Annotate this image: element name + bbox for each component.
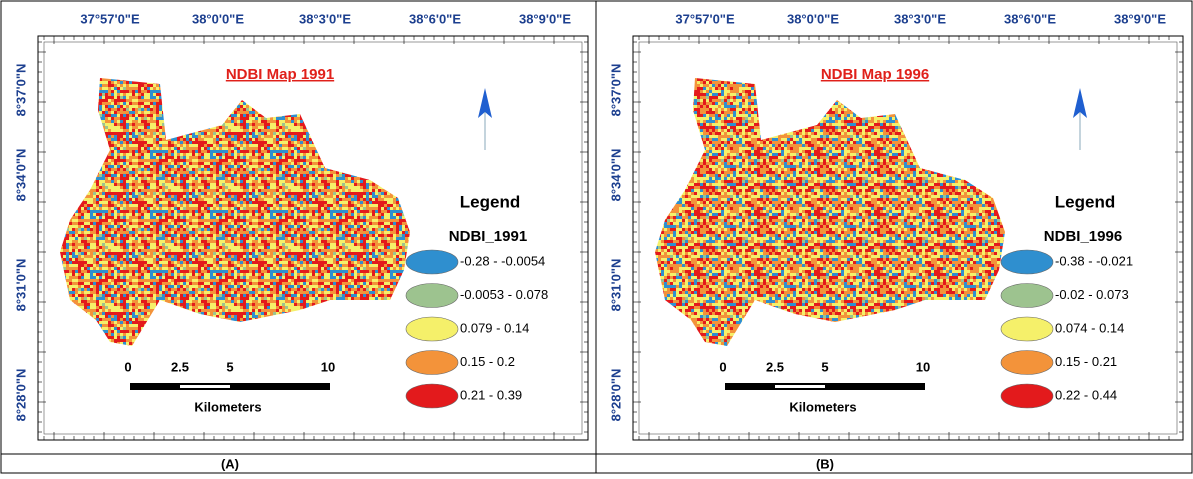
panel: 37°57'0"E 38°0'0"E 38°3'0"E 38°6'0"E 38°9'0"… — [13, 11, 589, 471]
legend-title: Legend — [460, 192, 520, 211]
legend-label: -0.38 - -0.021 — [1055, 253, 1133, 268]
y-coordinate-label: 8°28'0"N — [13, 369, 28, 422]
legend-swatch — [405, 316, 459, 342]
y-coordinate-label: 8°31'0"N — [13, 259, 28, 312]
scale-unit: Kilometers — [194, 399, 261, 414]
x-coordinate-label: 38°9'0"E — [519, 11, 571, 26]
x-coordinate-label: 38°3'0"E — [894, 11, 946, 26]
scale-label: 2.5 — [171, 359, 189, 374]
scale-label: 10 — [321, 359, 335, 374]
scale-label: 5 — [226, 359, 233, 374]
legend-label: -0.02 - 0.073 — [1055, 287, 1129, 302]
legend-swatch — [405, 350, 459, 375]
y-coordinate-label: 8°31'0"N — [608, 259, 623, 312]
legend-swatch — [1000, 316, 1054, 342]
panel: 37°57'0"E 38°0'0"E 38°3'0"E 38°6'0"E 38°9'0"… — [608, 11, 1184, 471]
legend-title: Legend — [1055, 192, 1115, 211]
x-coordinate-label: 37°57'0"E — [80, 11, 140, 26]
y-coordinate-label: 8°34'0"N — [608, 149, 623, 202]
map-inner-frame — [43, 41, 583, 435]
legend-swatch — [1000, 383, 1054, 409]
legend-label: 0.21 - 0.39 — [460, 387, 522, 402]
legend-label: 0.22 - 0.44 — [1055, 387, 1117, 402]
x-coordinate-label: 38°0'0"E — [192, 11, 244, 26]
map-title: NDBI Map 1996 — [821, 66, 929, 83]
y-coordinate-label: 8°34'0"N — [13, 149, 28, 202]
panel-caption: (A) — [221, 456, 239, 471]
x-coordinate-label: 38°9'0"E — [1114, 11, 1166, 26]
study-area — [655, 78, 1005, 346]
scale-label: 0 — [124, 359, 131, 374]
legend-swatch — [405, 383, 459, 409]
legend-swatch — [405, 283, 459, 308]
scale-bar-segment — [180, 385, 230, 388]
x-coordinate-label: 38°0'0"E — [787, 11, 839, 26]
study-area — [60, 78, 410, 346]
map-frame — [632, 35, 1184, 441]
legend-label: 0.079 - 0.14 — [460, 320, 529, 335]
y-coordinate-label: 8°37'0"N — [608, 64, 623, 117]
north-arrow — [478, 88, 492, 118]
scale-label: 5 — [821, 359, 828, 374]
x-coordinate-label: 38°6'0"E — [409, 11, 461, 26]
legend-swatch — [1000, 249, 1054, 275]
map-title: NDBI Map 1991 — [226, 66, 334, 83]
legend-label: -0.0053 - 0.078 — [460, 287, 548, 302]
map-inner-frame — [638, 41, 1178, 435]
x-coordinate-label: 37°57'0"E — [675, 11, 735, 26]
x-coordinate-label: 38°6'0"E — [1004, 11, 1056, 26]
legend-label: 0.15 - 0.21 — [1055, 354, 1117, 369]
legend-swatch — [1000, 283, 1054, 308]
y-coordinate-label: 8°37'0"N — [13, 64, 28, 117]
legend-swatch — [405, 249, 459, 275]
legend-swatch — [1000, 350, 1054, 375]
scale-unit: Kilometers — [789, 399, 856, 414]
legend-label: 0.15 - 0.2 — [460, 354, 515, 369]
scale-label: 2.5 — [766, 359, 784, 374]
legend-label: 0.074 - 0.14 — [1055, 320, 1124, 335]
x-coordinate-label: 38°3'0"E — [299, 11, 351, 26]
scale-label: 0 — [719, 359, 726, 374]
y-coordinate-label: 8°28'0"N — [608, 369, 623, 422]
map-frame — [37, 35, 589, 441]
legend-field: NDBI_1991 — [449, 228, 527, 245]
legend-label: -0.28 - -0.0054 — [460, 253, 545, 268]
legend-field: NDBI_1996 — [1044, 228, 1122, 245]
scale-label: 10 — [916, 359, 930, 374]
north-arrow — [1073, 88, 1087, 118]
scale-bar-segment — [775, 385, 825, 388]
panel-caption: (B) — [816, 456, 834, 471]
